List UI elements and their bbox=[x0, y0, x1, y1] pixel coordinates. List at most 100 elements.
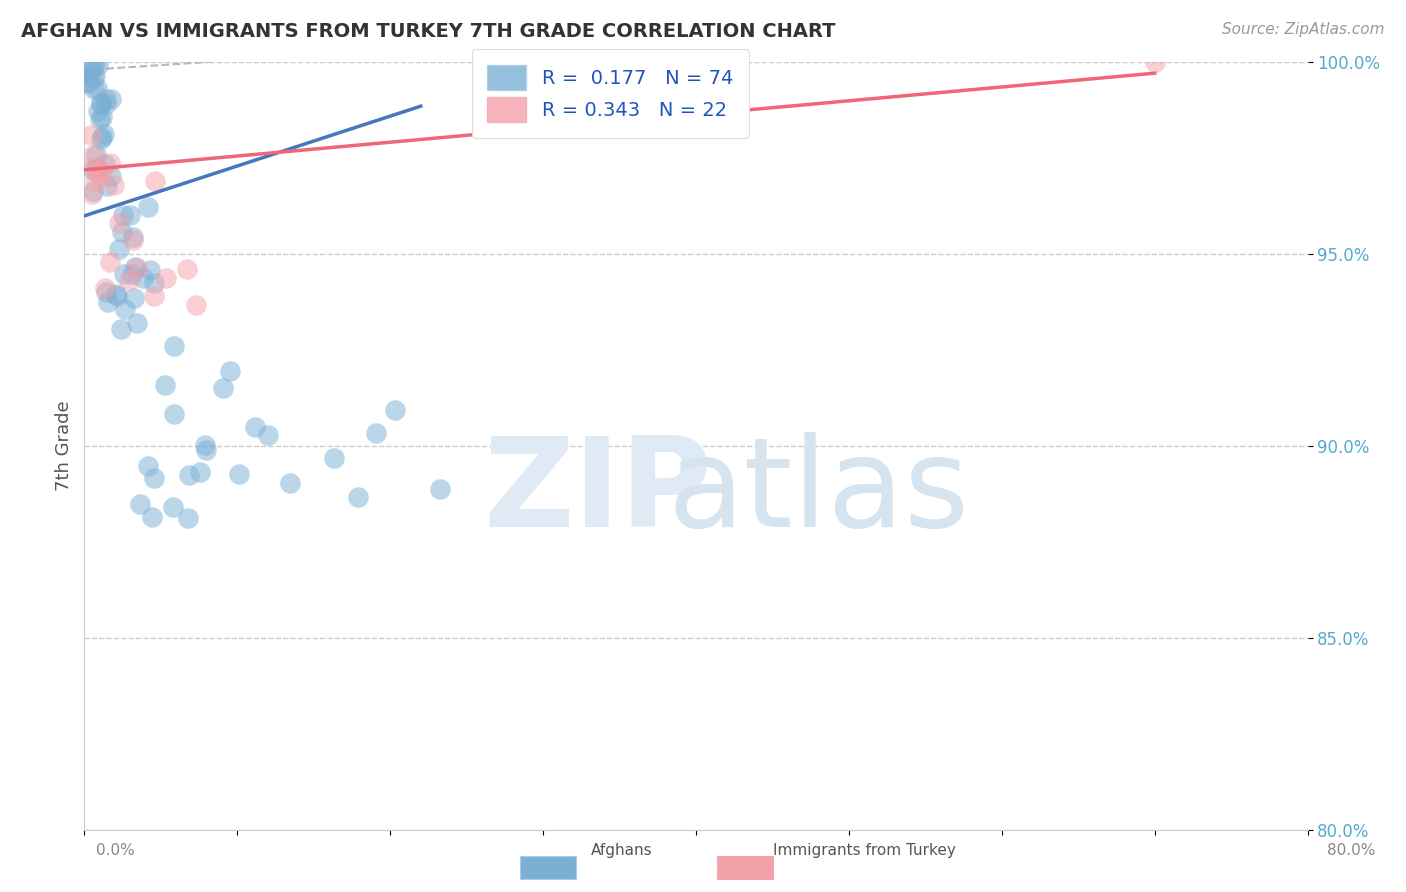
Point bbox=[104, 287, 127, 301]
Point bbox=[75, 75, 97, 89]
Point bbox=[143, 276, 166, 290]
Text: 80.0%: 80.0% bbox=[1327, 843, 1375, 858]
Point bbox=[228, 467, 250, 482]
Point bbox=[132, 271, 155, 285]
Point bbox=[82, 162, 104, 177]
Point bbox=[84, 57, 107, 71]
Point bbox=[211, 381, 233, 395]
Point bbox=[278, 476, 301, 491]
Point bbox=[94, 92, 117, 106]
Point bbox=[121, 233, 143, 247]
Point bbox=[136, 459, 159, 474]
Point bbox=[83, 82, 105, 96]
Point bbox=[96, 97, 118, 112]
Point bbox=[163, 407, 186, 421]
Point bbox=[79, 61, 101, 75]
Point bbox=[75, 68, 97, 82]
Y-axis label: 7th Grade: 7th Grade bbox=[55, 401, 73, 491]
Point bbox=[82, 160, 104, 174]
Point bbox=[100, 93, 122, 107]
Point bbox=[91, 130, 114, 145]
Point bbox=[96, 179, 118, 194]
Point bbox=[108, 216, 131, 230]
Text: Source: ZipAtlas.com: Source: ZipAtlas.com bbox=[1222, 22, 1385, 37]
Point bbox=[1143, 55, 1166, 70]
Point bbox=[98, 156, 121, 170]
Point bbox=[89, 97, 111, 112]
Point bbox=[84, 174, 107, 188]
Point bbox=[136, 200, 159, 214]
Point bbox=[153, 377, 176, 392]
Point bbox=[143, 470, 166, 484]
Point bbox=[107, 289, 129, 303]
Point bbox=[188, 466, 211, 480]
Point bbox=[143, 174, 166, 188]
Point bbox=[89, 112, 111, 127]
Point bbox=[219, 364, 242, 378]
Point bbox=[111, 225, 134, 239]
Point bbox=[163, 339, 186, 353]
Point bbox=[243, 420, 266, 434]
Text: Afghans: Afghans bbox=[591, 843, 652, 858]
Point bbox=[176, 262, 198, 277]
Point bbox=[256, 427, 278, 442]
Point bbox=[138, 263, 160, 277]
Point bbox=[84, 148, 107, 162]
Text: atlas: atlas bbox=[668, 432, 969, 552]
Point bbox=[103, 178, 125, 193]
Point bbox=[114, 302, 136, 317]
Point bbox=[90, 131, 112, 145]
Point bbox=[179, 468, 201, 483]
Text: AFGHAN VS IMMIGRANTS FROM TURKEY 7TH GRADE CORRELATION CHART: AFGHAN VS IMMIGRANTS FROM TURKEY 7TH GRA… bbox=[21, 22, 835, 41]
Point bbox=[195, 443, 218, 458]
Point bbox=[347, 491, 370, 505]
Point bbox=[122, 230, 145, 244]
Point bbox=[127, 316, 149, 330]
Point bbox=[93, 128, 115, 142]
Point bbox=[86, 80, 108, 95]
Text: Immigrants from Turkey: Immigrants from Turkey bbox=[773, 843, 956, 858]
Point bbox=[118, 208, 141, 222]
Point bbox=[86, 161, 108, 175]
Point bbox=[91, 110, 114, 124]
Point bbox=[112, 267, 135, 281]
Point bbox=[110, 322, 132, 336]
Point bbox=[124, 260, 146, 274]
Point bbox=[86, 58, 108, 72]
Point bbox=[184, 298, 207, 312]
Point bbox=[118, 273, 141, 287]
Text: 0.0%: 0.0% bbox=[96, 843, 135, 858]
Point bbox=[90, 95, 112, 110]
Point bbox=[97, 295, 120, 310]
Point bbox=[82, 70, 104, 85]
Point bbox=[364, 426, 387, 441]
Point bbox=[155, 271, 177, 285]
Point bbox=[112, 208, 135, 222]
Point bbox=[82, 148, 104, 162]
Point bbox=[100, 169, 122, 183]
Point bbox=[96, 285, 118, 300]
Point bbox=[77, 76, 100, 90]
Point bbox=[80, 128, 103, 142]
Point bbox=[82, 184, 104, 198]
Point bbox=[90, 164, 112, 178]
Point bbox=[128, 497, 150, 511]
Point bbox=[82, 61, 104, 75]
Point bbox=[127, 260, 149, 275]
Point bbox=[94, 281, 117, 295]
Point bbox=[384, 403, 406, 417]
Point bbox=[94, 157, 117, 171]
Point bbox=[142, 288, 165, 302]
Point bbox=[89, 169, 111, 184]
Point bbox=[98, 255, 121, 269]
Point bbox=[121, 267, 143, 281]
Point bbox=[177, 510, 200, 524]
Point bbox=[84, 70, 107, 84]
Point bbox=[122, 291, 145, 305]
Point bbox=[322, 451, 344, 466]
Point bbox=[429, 483, 451, 497]
Point bbox=[141, 510, 163, 524]
Point bbox=[86, 164, 108, 178]
Legend: R =  0.177   N = 74, R = 0.343   N = 22: R = 0.177 N = 74, R = 0.343 N = 22 bbox=[472, 49, 749, 138]
Point bbox=[77, 69, 100, 83]
